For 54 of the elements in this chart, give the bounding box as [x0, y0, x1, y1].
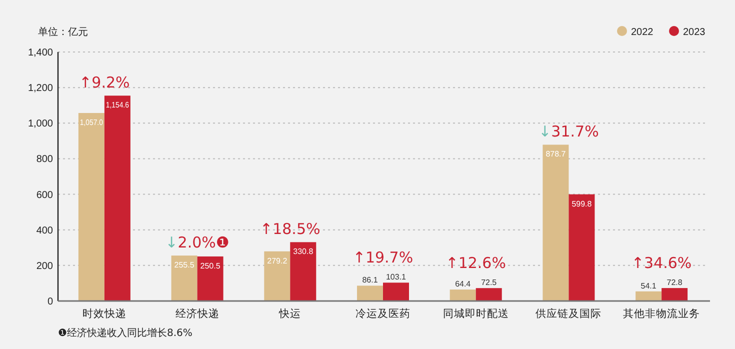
data-label: 599.8: [572, 199, 592, 208]
annotation: ↑34.6%: [631, 254, 692, 272]
bar: [662, 288, 688, 301]
legend-label: 2023: [683, 27, 706, 38]
annotation: ↑19.7%: [352, 248, 414, 267]
y-tick-label: 200: [36, 260, 54, 272]
bar: [104, 96, 130, 301]
y-tick-label: 800: [36, 154, 54, 166]
data-label: 1,057.0: [80, 118, 107, 128]
data-label: 1,154.6: [106, 100, 133, 110]
y-axis-title: 单位：亿元: [38, 26, 88, 38]
annotation: ↓2.0%❶: [165, 234, 230, 252]
bar: [636, 291, 662, 301]
bar: [476, 288, 502, 301]
data-label: 330.8: [293, 247, 314, 256]
bar: [78, 113, 104, 301]
bar: [568, 194, 595, 301]
annotation: ↑18.5%: [260, 220, 320, 238]
data-label: 250.5: [200, 261, 221, 270]
bar: [264, 251, 290, 301]
data-label: 54.1: [640, 281, 657, 290]
x-tick-label: 经济快递: [175, 307, 220, 320]
x-tick-label: 其他非物流业务: [623, 307, 700, 320]
data-label: 255.5: [174, 260, 195, 270]
x-tick-label: 冷运及医药: [356, 307, 410, 320]
annotation: ↓31.7%: [538, 122, 599, 141]
bar: [383, 282, 409, 301]
y-tick-label: 400: [36, 225, 54, 236]
bar: [290, 242, 316, 301]
annotation: ↑12.6%: [446, 254, 506, 272]
data-label: 878.7: [546, 150, 566, 159]
y-tick-label: 1,200: [28, 83, 54, 94]
y-tick-label: 600: [36, 190, 54, 201]
x-tick-label: 时效快递: [82, 307, 126, 320]
y-tick-label: 1,000: [28, 118, 54, 130]
text: ❶经济快递收入同比增长8.6%: [58, 327, 192, 339]
data-label: 72.8: [666, 278, 683, 288]
data-label: 279.2: [267, 256, 288, 266]
x-tick-label: 供应链及国际: [536, 307, 602, 320]
x-tick-label: 同城即时配送: [442, 307, 509, 320]
data-label: 72.5: [481, 278, 498, 288]
bar: [171, 256, 198, 301]
bar: [450, 290, 476, 301]
data-label: 64.4: [455, 280, 472, 289]
y-tick-label: 1,400: [28, 48, 54, 58]
data-label: 86.1: [362, 276, 378, 285]
bar: [197, 256, 224, 301]
x-tick-label: 快运: [278, 307, 302, 320]
annotation: ↑9.2%: [79, 74, 130, 92]
bar: [542, 144, 569, 301]
legend-label: 2022: [631, 27, 654, 38]
data-label: 103.1: [386, 272, 407, 282]
bar: [357, 286, 383, 301]
y-tick-label: 0: [47, 296, 54, 308]
